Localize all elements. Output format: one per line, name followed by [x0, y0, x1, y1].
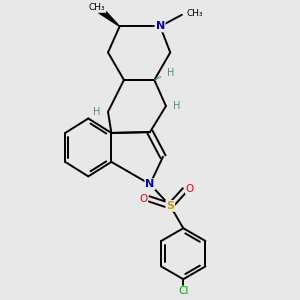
Text: O: O [139, 194, 148, 204]
Text: CH₃: CH₃ [89, 3, 106, 12]
Text: Cl: Cl [178, 286, 188, 296]
Text: N: N [155, 21, 165, 32]
Text: CH₃: CH₃ [186, 9, 203, 18]
Polygon shape [99, 8, 120, 26]
Text: N: N [146, 179, 154, 189]
Text: H: H [93, 107, 101, 117]
Text: H: H [167, 68, 174, 78]
Text: O: O [186, 184, 194, 194]
Text: H: H [173, 101, 181, 111]
Text: S: S [166, 201, 174, 211]
